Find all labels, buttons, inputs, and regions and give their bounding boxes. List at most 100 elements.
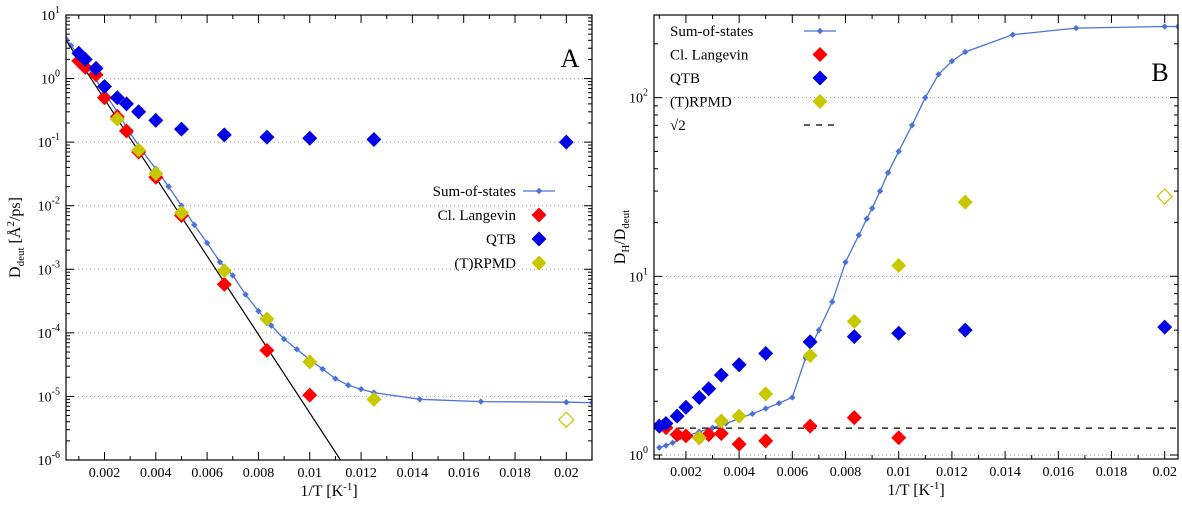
- x-tick-label: 0.014: [397, 466, 429, 481]
- data-point-sum-of-states: [762, 405, 769, 412]
- data-point-sum-of-states: [855, 231, 863, 239]
- y-tick-label: 10-2: [38, 196, 60, 215]
- legend-marker-qtb: [812, 70, 828, 86]
- y-tick-label: 100: [41, 69, 60, 88]
- data-point-sum-of-states: [895, 148, 902, 155]
- data-point-qtb: [846, 329, 862, 345]
- x-tick-label: 0.002: [89, 466, 121, 481]
- data-point-sum-of-states: [242, 291, 249, 298]
- data-point-qtb: [216, 127, 232, 143]
- plot-frame: [653, 14, 1179, 460]
- y-tick-label: 102: [629, 88, 648, 107]
- legend-label-qtb: QTB: [486, 232, 516, 248]
- data-point-sum-of-states: [669, 439, 676, 447]
- y-axis-label: DH/Ddeut: [612, 210, 632, 264]
- plot-frame: [65, 14, 593, 461]
- x-tick-label: 0.006: [191, 466, 223, 481]
- x-tick-label: 0.018: [499, 466, 531, 481]
- data-point-qtb: [701, 381, 717, 397]
- data-point-t-rpmd: [957, 194, 973, 210]
- data-point-qtb: [366, 132, 382, 148]
- legend-marker-sum-of-states: [535, 187, 543, 195]
- data-point-qtb: [148, 112, 164, 128]
- data-point-sum-of-states: [935, 71, 942, 78]
- data-point-sum-of-states: [268, 322, 275, 329]
- data-point-sum-of-states: [962, 48, 969, 56]
- data-point-cl-langevin: [678, 428, 694, 444]
- legend-label-cl-langevin: Cl. Langevin: [438, 208, 517, 224]
- legend-label-t-rpmd: (T)RPMD: [454, 256, 516, 272]
- legend: Sum-of-states Cl. Langevin QTB (T)RPMD: [433, 184, 555, 272]
- data-point-t-rpmd: [302, 354, 318, 370]
- data-point-qtb: [891, 325, 907, 341]
- x-axis-label: 1/T [K-1]: [887, 480, 944, 499]
- data-point-sum-of-states: [165, 183, 172, 190]
- data-point-t-rpmd: [259, 311, 275, 327]
- data-point-t-rpmd: [846, 313, 862, 329]
- panel-b: 100 101 102 0.002 0.004 0.006 0.008 0.01 0.012 0.…: [612, 14, 1179, 499]
- data-point-qtb: [96, 79, 112, 95]
- legend-label-cl-langevin: Cl. Langevin: [670, 48, 749, 64]
- data-point-sum-of-states: [293, 346, 301, 353]
- data-point-qtb: [88, 60, 104, 76]
- data-point-sum-of-states: [1072, 24, 1080, 32]
- data-point-qtb: [731, 357, 747, 373]
- legend-marker-sum-of-states: [816, 27, 824, 35]
- data-point-cl-langevin: [758, 433, 774, 449]
- data-point-sum-of-states: [216, 258, 224, 266]
- data-point-t-rpmd: [131, 142, 147, 158]
- x-tick-label: 0.004: [723, 465, 755, 480]
- legend-label-t-rpmd: (T)RPMD: [670, 95, 732, 111]
- y-tick-label: 10-6: [38, 450, 60, 469]
- series-line-sum-of-states: [659, 25, 1178, 449]
- data-point-t-rpmd: [802, 348, 818, 364]
- data-point-sum-of-states: [1161, 23, 1168, 30]
- data-point-qtb: [758, 345, 774, 361]
- data-point-sum-of-states: [908, 122, 916, 129]
- data-point-t-rpmd: [109, 111, 125, 127]
- data-point-sum-of-states: [345, 382, 352, 389]
- y-tick-label: 10-3: [38, 259, 60, 278]
- y-tick-label: 101: [629, 266, 648, 285]
- x-tick-label: 0.014: [989, 465, 1021, 480]
- data-point-sum-of-states: [775, 399, 783, 407]
- x-tick-label: 0.008: [830, 465, 862, 480]
- data-point-sum-of-states: [477, 398, 485, 405]
- x-tick-label: 0.002: [670, 465, 702, 480]
- data-point-cl-langevin: [846, 410, 862, 426]
- panel-letter: A: [561, 44, 580, 73]
- x-tick-label: 0.02: [554, 466, 579, 481]
- data-point-qtb: [669, 408, 685, 424]
- data-point-t-rpmd: [148, 166, 164, 182]
- data-point-qtb: [654, 418, 667, 434]
- data-point-sum-of-states: [67, 42, 75, 49]
- data-point-sum-of-states: [1174, 23, 1178, 30]
- data-point-sum-of-states: [563, 399, 570, 406]
- data-point-t-rpmd: [758, 386, 774, 402]
- data-point-sum-of-states: [280, 335, 288, 343]
- data-point-qtb: [118, 96, 134, 112]
- data-point-sum-of-states: [868, 205, 876, 212]
- y-tick-label: 101: [41, 5, 60, 24]
- x-tick-label: 0.01: [886, 465, 911, 480]
- legend-marker-cl-langevin: [812, 47, 828, 62]
- data-point-sum-of-states: [749, 410, 756, 418]
- data-point-t-rpmd: [557, 411, 575, 429]
- data-point-t-rpmd: [891, 257, 907, 273]
- data-point-qtb: [131, 104, 147, 120]
- data-point-sum-of-states: [948, 57, 956, 65]
- legend-label-qtb: QTB: [670, 71, 700, 87]
- data-point-sum-of-states: [884, 169, 892, 176]
- data-point-cl-langevin: [77, 59, 93, 75]
- x-tick-label: 0.004: [140, 466, 172, 481]
- data-point-t-rpmd: [366, 391, 382, 407]
- data-point-t-rpmd: [713, 413, 729, 429]
- x-tick-label: 0.02: [1152, 465, 1177, 480]
- legend-marker-cl-langevin: [531, 207, 547, 223]
- plot-area: [654, 23, 1178, 452]
- legend-label-sum-of-states: Sum-of-states: [670, 24, 753, 40]
- data-point-sum-of-states: [789, 394, 796, 401]
- x-axis-label: 1/T [K-1]: [300, 481, 357, 500]
- data-point-cl-langevin: [216, 276, 232, 292]
